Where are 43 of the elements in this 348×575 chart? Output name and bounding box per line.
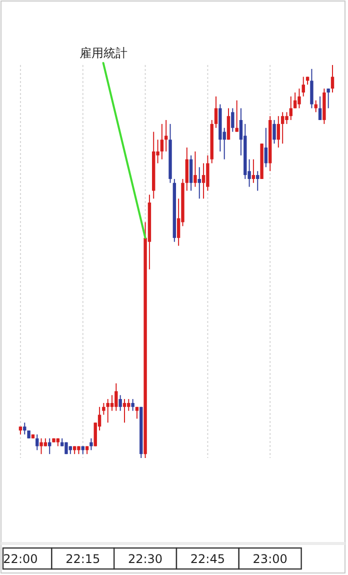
candlestick (326, 88, 330, 109)
candlestick (131, 398, 134, 412)
candlestick (160, 123, 164, 160)
candlestick (276, 116, 280, 148)
candlestick (330, 64, 334, 94)
candlestick (118, 394, 122, 412)
candlestick (122, 398, 126, 424)
candlestick (110, 394, 114, 412)
candlestick (302, 76, 305, 97)
candlestick (252, 158, 256, 184)
candlestick (202, 162, 206, 200)
candlestick (298, 88, 301, 109)
x-tick-label: 22:15 (66, 552, 100, 566)
x-tick-label: 22:30 (128, 552, 163, 566)
candlestick (114, 382, 118, 412)
candlestick (280, 112, 284, 144)
candlestick (164, 120, 168, 152)
candlestick (310, 68, 314, 109)
candlestick (235, 100, 238, 132)
candlestick (285, 112, 288, 124)
candlestick (194, 150, 197, 188)
candlestick (318, 96, 322, 121)
candlestick (90, 438, 93, 451)
candlestick (185, 147, 188, 192)
x-tick-label: 22:00 (3, 552, 38, 566)
candlestick (106, 398, 110, 424)
candlestick (198, 166, 201, 200)
candlestick (102, 402, 106, 416)
candlestick (214, 96, 218, 128)
candlestick (206, 154, 210, 192)
candlestick (272, 120, 276, 144)
candlestick (226, 108, 230, 140)
x-tick-label: 22:45 (190, 552, 225, 566)
candlestick (264, 127, 268, 168)
candlestick (40, 438, 43, 455)
candlestick (189, 154, 193, 192)
candlestick (231, 108, 234, 132)
annotation: 雇用統計 (79, 46, 128, 60)
candlestick (23, 422, 26, 435)
x-tick-label: 23:00 (252, 552, 288, 566)
candlestick (127, 398, 130, 412)
candlestick (256, 170, 260, 192)
candlestick (289, 96, 292, 121)
